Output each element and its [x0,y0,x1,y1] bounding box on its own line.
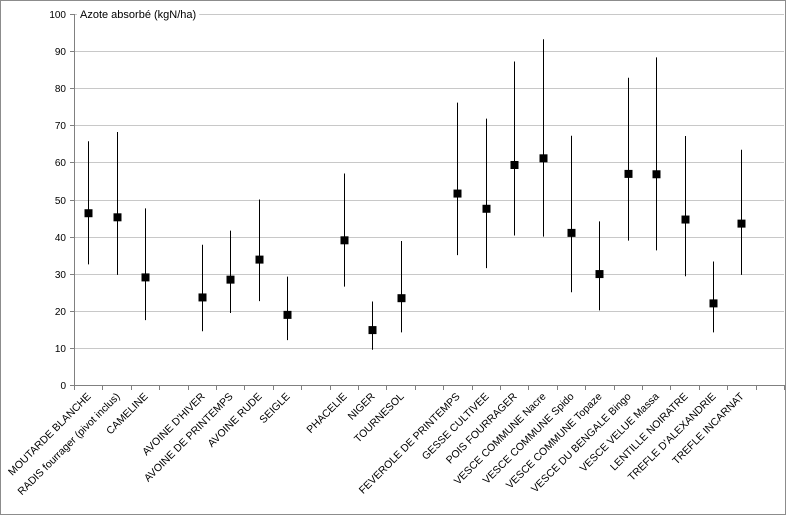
y-tick-label-100: 100 [49,10,66,21]
y-tick-label-30: 30 [55,270,67,281]
gridlines [70,14,784,386]
y-tick-label-70: 70 [55,121,67,132]
y-tick-label-40: 40 [55,233,67,244]
mean-marker [567,228,576,237]
x-category-label: SEIGLE [257,391,292,426]
mean-marker [652,170,661,179]
mean-marker [681,215,690,224]
y-tick-label-90: 90 [55,47,67,58]
mean-marker [226,275,235,284]
mean-markers [84,154,746,335]
y-axis-label: Azote absorbé (kgN/ha) [80,9,196,21]
mean-marker [113,213,122,222]
error-bars [88,39,742,350]
mean-marker [283,310,292,319]
y-axis-tick-labels: 0 10 20 30 40 50 60 70 80 90 100 [49,10,66,392]
mean-marker [539,154,548,163]
x-category-label: PHACELIE [304,391,349,436]
y-tick-label-20: 20 [55,307,67,318]
mean-marker [595,270,604,279]
mean-marker [510,160,519,169]
mean-marker [482,204,491,213]
y-tick-label-0: 0 [60,381,66,392]
mean-marker [368,326,377,335]
mean-marker [141,273,150,282]
y-axis-label-background [77,8,200,22]
mean-marker [624,169,633,178]
mean-marker [255,255,264,264]
mean-marker [737,219,746,228]
mean-marker [709,299,718,308]
mean-marker [198,293,207,302]
mean-marker [397,294,406,303]
y-tick-label-50: 50 [55,196,67,207]
axes [74,14,785,390]
mean-marker [453,189,462,198]
y-tick-label-60: 60 [55,158,67,169]
y-tick-label-80: 80 [55,84,67,95]
mean-marker [340,236,349,245]
mean-marker [84,209,93,218]
y-tick-label-10: 10 [55,344,67,355]
